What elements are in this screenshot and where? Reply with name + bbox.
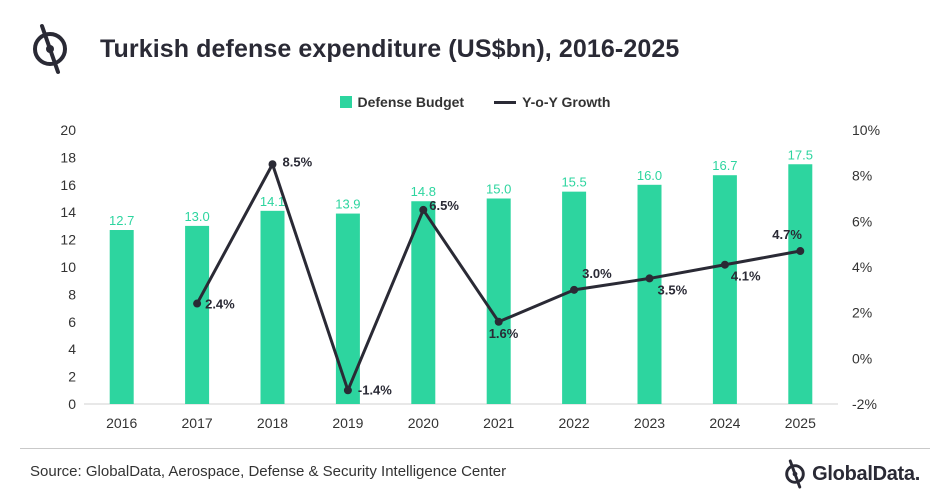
growth-point [193, 299, 202, 308]
bar [486, 198, 511, 404]
growth-point [268, 160, 277, 169]
x-axis-tick-label: 2020 [408, 415, 439, 431]
x-axis-tick-label: 2024 [709, 415, 740, 431]
x-axis-tick-label: 2019 [332, 415, 363, 431]
legend-line-swatch [494, 100, 517, 104]
bar [712, 175, 737, 404]
x-axis-tick-label: 2023 [634, 415, 665, 431]
globaldata-logo-icon [33, 24, 67, 74]
left-axis-tick-label: 2 [68, 369, 76, 385]
x-axis-tick-label: 2016 [106, 415, 137, 431]
growth-point [570, 285, 579, 294]
growth-value-label: 4.1% [731, 269, 761, 284]
bar-value-label: 17.5 [788, 147, 813, 162]
left-axis-tick-label: 12 [60, 232, 76, 248]
right-axis-tick-label: 2% [852, 305, 872, 321]
growth-value-label: 3.5% [658, 282, 688, 297]
bar-value-label: 15.0 [486, 182, 511, 197]
x-axis-tick-label: 2021 [483, 415, 514, 431]
growth-point [720, 260, 729, 269]
bar-value-label: 12.7 [109, 213, 134, 228]
left-axis-tick-label: 6 [68, 314, 76, 330]
bar-value-label: 14.1 [260, 194, 285, 209]
left-axis-tick-label: 20 [60, 122, 76, 138]
growth-value-label: 6.5% [429, 198, 459, 213]
bar-value-label: 15.5 [561, 175, 586, 190]
legend: Defense Budget Y-o-Y Growth [0, 94, 950, 110]
growth-value-label: 2.4% [205, 297, 235, 312]
bar-value-label: 13.9 [335, 197, 360, 212]
legend-bar-swatch [339, 96, 352, 108]
left-axis-tick-label: 14 [60, 204, 76, 220]
bar [109, 230, 134, 404]
bar [260, 210, 285, 404]
legend-item-yoy-growth: Y-o-Y Growth [494, 94, 611, 110]
bar [411, 201, 436, 404]
growth-point [645, 274, 654, 283]
growth-value-label: 8.5% [283, 154, 313, 169]
bar-value-label: 16.7 [712, 158, 737, 173]
legend-label-yoy-growth: Y-o-Y Growth [522, 94, 611, 110]
source-note: Source: GlobalData, Aerospace, Defense &… [30, 463, 507, 480]
bar [637, 184, 662, 404]
right-axis-tick-label: 6% [852, 213, 872, 229]
globaldata-brand-icon [785, 459, 805, 489]
bar [335, 213, 360, 404]
growth-point [343, 386, 352, 395]
growth-point [796, 247, 805, 256]
legend-label-defense-budget: Defense Budget [357, 94, 465, 110]
left-axis-tick-label: 16 [60, 177, 76, 193]
left-axis-tick-label: 18 [60, 149, 76, 165]
right-axis-tick-label: 8% [852, 168, 872, 184]
right-axis-tick-label: 10% [852, 122, 880, 138]
x-axis-tick-label: 2017 [182, 415, 213, 431]
left-axis-tick-label: 4 [68, 341, 76, 357]
left-axis-tick-label: 0 [68, 396, 76, 412]
header: Turkish defense expenditure (US$bn), 201… [30, 22, 679, 76]
growth-value-label: 1.6% [489, 326, 519, 341]
growth-point [419, 205, 428, 214]
left-axis-tick-label: 10 [60, 259, 76, 275]
brand-name: GlobalData. [812, 462, 920, 485]
chart-title: Turkish defense expenditure (US$bn), 201… [100, 34, 680, 63]
bar-value-label: 16.0 [637, 168, 662, 183]
legend-item-defense-budget: Defense Budget [339, 94, 465, 110]
x-axis-tick-label: 2018 [257, 415, 288, 431]
growth-point [494, 317, 503, 326]
x-axis-tick-label: 2022 [559, 415, 590, 431]
bar [185, 225, 210, 404]
right-axis-tick-label: -2% [852, 396, 877, 412]
growth-value-label: 3.0% [582, 266, 612, 281]
brand: GlobalData. [782, 458, 920, 490]
bar-value-label: 13.0 [184, 209, 209, 224]
left-axis-tick-label: 8 [68, 286, 76, 302]
right-axis-tick-label: 0% [852, 350, 872, 366]
bar-value-label: 14.8 [411, 184, 436, 199]
x-axis-tick-label: 2025 [785, 415, 816, 431]
bar [788, 164, 813, 404]
growth-value-label: 4.7% [772, 227, 802, 242]
growth-value-label: -1.4% [358, 382, 392, 397]
right-axis-tick-label: 4% [852, 259, 872, 275]
footer-divider [20, 448, 930, 449]
bar [562, 191, 587, 404]
